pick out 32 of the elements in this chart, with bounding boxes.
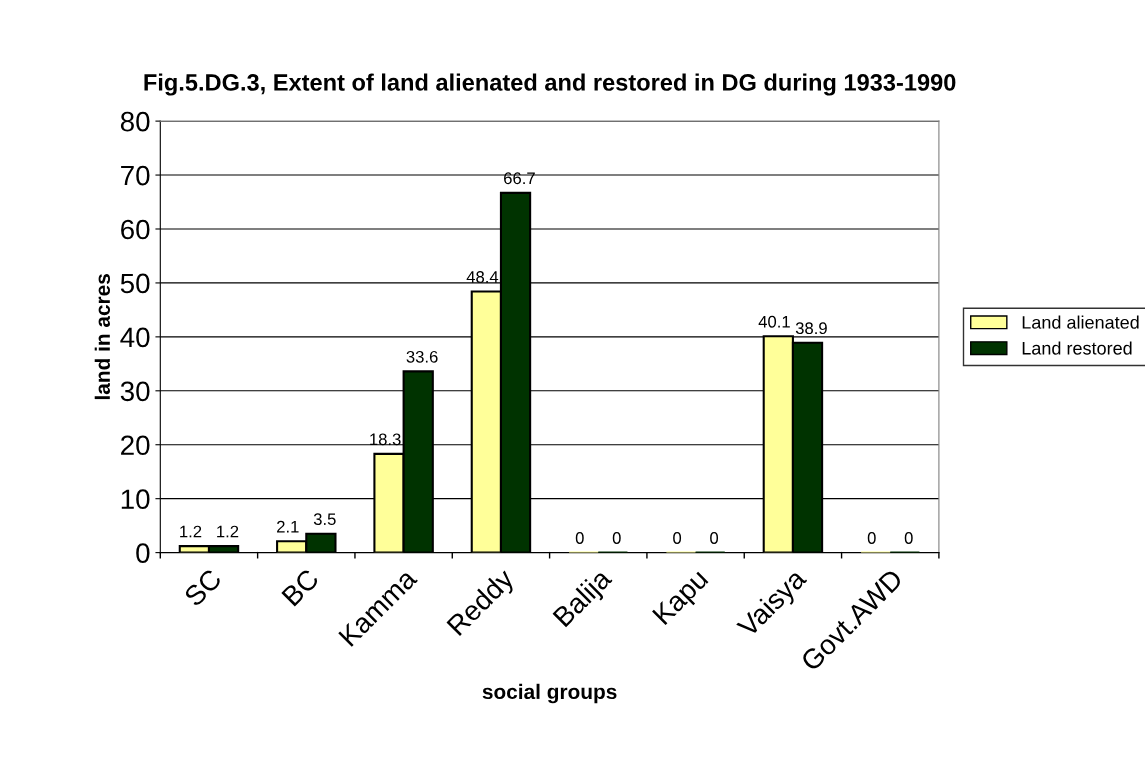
data-label: 38.9 — [795, 322, 827, 335]
chart-title: Fig.5.DG.3, Extent of land alienated and restored in DG during 1933-1990 — [144, 73, 956, 96]
data-label: 1.2 — [180, 525, 202, 538]
data-label: 2.1 — [277, 520, 299, 533]
legend-label: Land alienated — [1022, 315, 1139, 329]
y-tick-label: 10 — [121, 489, 150, 510]
data-label: 40.1 — [758, 315, 790, 328]
y-tick-label: 30 — [120, 381, 150, 402]
data-label: 0 — [673, 532, 682, 544]
y-tick-label: 70 — [121, 165, 150, 186]
y-tick-label: 60 — [121, 219, 150, 240]
y-tick-label: 40 — [120, 327, 150, 348]
x-axis-title: social groups — [482, 683, 617, 704]
data-label: 0 — [612, 532, 621, 544]
data-label: 0 — [904, 532, 913, 544]
data-label: 48.4 — [466, 271, 499, 283]
data-label: 3.5 — [313, 513, 336, 526]
data-label: 18.3 — [370, 433, 401, 446]
data-label: 33.6 — [406, 350, 438, 363]
y-axis-title: land in acres — [94, 274, 111, 400]
data-label: 0 — [710, 532, 719, 544]
data-label: 0 — [575, 532, 584, 544]
y-tick-label: 50 — [120, 273, 150, 294]
y-tick-label: 0 — [136, 543, 150, 563]
y-tick-label: 20 — [121, 435, 150, 456]
y-tick-label: 80 — [120, 111, 150, 132]
x-tick-label: SC — [183, 567, 223, 608]
legend-label: Land restored — [1022, 341, 1132, 355]
data-label: 0 — [867, 532, 876, 544]
data-label: 66.7 — [504, 172, 535, 185]
data-label: 1.2 — [217, 525, 239, 538]
x-tick-label: BC — [281, 567, 320, 607]
